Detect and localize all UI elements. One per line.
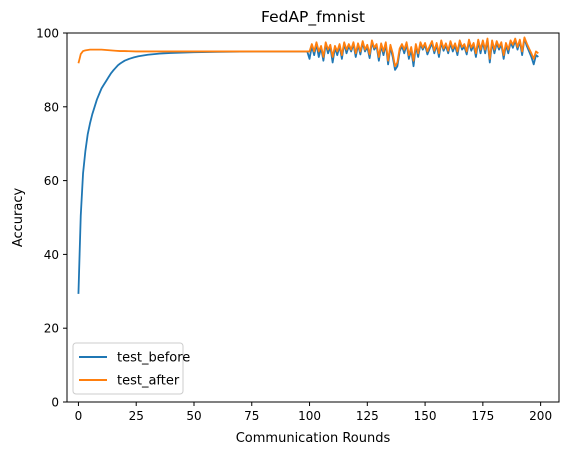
x-axis: 0 25 50 75 100 125 150 175 200: [75, 402, 552, 423]
legend-label-test-after: test_after: [117, 374, 180, 389]
y-tick-label: 20: [44, 322, 59, 336]
y-tick-label: 80: [44, 100, 59, 114]
legend-box: [72, 342, 184, 395]
x-tick-label: 50: [186, 409, 201, 423]
y-tick-label: 40: [44, 248, 59, 262]
x-tick-label: 0: [75, 409, 83, 423]
x-tick-label: 175: [471, 409, 494, 423]
x-axis-label: Communication Rounds: [236, 431, 391, 446]
y-tick-label: 100: [36, 27, 59, 41]
x-tick-label: 150: [414, 409, 437, 423]
chart-title: FedAP_fmnist: [261, 8, 365, 27]
x-tick-label: 25: [129, 409, 144, 423]
y-axis: 0 20 40 60 80 100: [36, 27, 67, 410]
x-tick-label: 75: [244, 409, 259, 423]
series-line-test-after: [77, 36, 539, 68]
legend-label-test-before: test_before: [117, 351, 190, 366]
x-tick-label: 200: [529, 409, 552, 423]
legend: test_before test_after: [72, 342, 190, 395]
x-tick-label: 100: [298, 409, 321, 423]
y-tick-label: 0: [51, 396, 59, 410]
plot-area: [77, 36, 539, 294]
y-tick-label: 60: [44, 174, 59, 188]
x-tick-label: 125: [356, 409, 379, 423]
plot-frame: [66, 32, 560, 403]
y-axis-label: Accuracy: [11, 188, 26, 248]
